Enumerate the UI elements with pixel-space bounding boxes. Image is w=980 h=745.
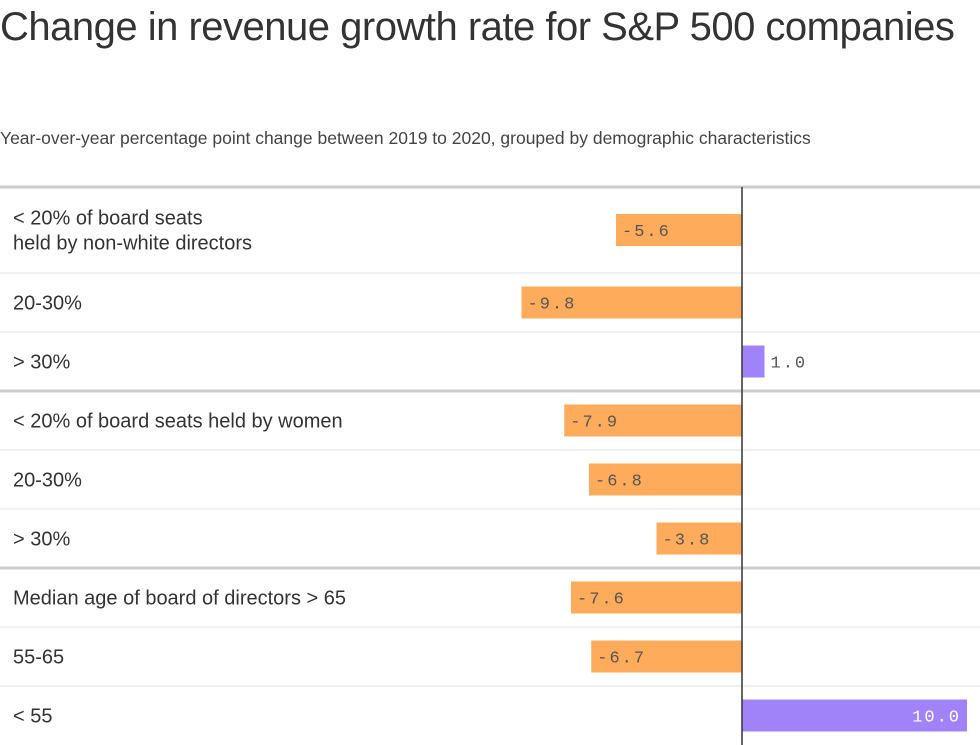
bar-chart: < 20% of board seats held by non-white di…	[0, 185, 980, 745]
bar	[521, 286, 742, 319]
chart-title: Change in revenue growth rate for S&P 50…	[0, 5, 955, 49]
bar	[571, 581, 742, 614]
value-label: 10.0	[912, 709, 961, 728]
bar	[564, 404, 742, 437]
bar	[616, 214, 742, 246]
row-label: > 30%	[13, 529, 70, 551]
value-label: -7.9	[570, 414, 619, 433]
value-label: 1.0	[771, 355, 808, 374]
row-label: > 30%	[13, 352, 70, 374]
row-label: 20-30%	[13, 293, 82, 315]
value-label: -3.8	[663, 532, 712, 551]
row-label: Median age of board of directors > 65	[13, 588, 346, 610]
bar	[742, 699, 967, 732]
row-label: held by non-white directors	[13, 233, 252, 255]
row-label: 55-65	[13, 647, 64, 669]
chart-subtitle: Year-over-year percentage point change b…	[0, 128, 811, 148]
bar	[656, 522, 742, 555]
bar	[591, 640, 742, 673]
bar	[742, 345, 765, 378]
row-label: 20-30%	[13, 470, 82, 492]
value-label: -6.7	[597, 650, 646, 669]
row-label: < 55	[13, 706, 52, 728]
value-label: -6.8	[595, 473, 644, 492]
row-label: < 20% of board seats held by women	[13, 411, 343, 433]
value-label: -5.6	[622, 223, 671, 242]
bar	[589, 463, 742, 496]
value-label: -9.8	[528, 296, 577, 315]
value-label: -7.6	[577, 591, 626, 610]
row-label: < 20% of board seats	[13, 208, 203, 230]
